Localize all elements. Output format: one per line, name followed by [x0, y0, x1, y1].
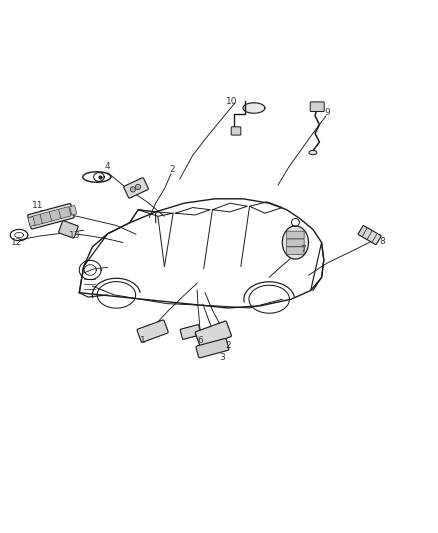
- FancyBboxPatch shape: [124, 177, 148, 198]
- Text: 6: 6: [198, 336, 204, 345]
- Text: 8: 8: [380, 237, 385, 246]
- FancyBboxPatch shape: [28, 204, 74, 229]
- Text: 13: 13: [69, 231, 81, 239]
- Bar: [205, 330, 213, 341]
- Text: 9: 9: [325, 108, 330, 117]
- FancyBboxPatch shape: [196, 338, 229, 358]
- FancyBboxPatch shape: [59, 221, 78, 238]
- FancyBboxPatch shape: [40, 212, 53, 223]
- Text: 2: 2: [170, 165, 175, 174]
- FancyBboxPatch shape: [59, 207, 71, 219]
- Polygon shape: [283, 226, 308, 259]
- Circle shape: [130, 187, 135, 192]
- FancyBboxPatch shape: [137, 320, 168, 342]
- Text: 10: 10: [226, 97, 237, 106]
- FancyBboxPatch shape: [358, 225, 381, 245]
- Bar: [213, 328, 221, 338]
- FancyBboxPatch shape: [287, 247, 304, 255]
- Text: 3: 3: [219, 353, 226, 362]
- Text: 4: 4: [105, 163, 110, 172]
- Text: 2: 2: [225, 342, 230, 351]
- FancyBboxPatch shape: [231, 127, 241, 135]
- Text: 7: 7: [300, 245, 306, 254]
- FancyBboxPatch shape: [49, 209, 62, 221]
- FancyBboxPatch shape: [195, 321, 231, 348]
- Circle shape: [135, 184, 141, 190]
- FancyBboxPatch shape: [310, 102, 324, 111]
- Bar: [146, 327, 155, 337]
- Bar: [70, 205, 77, 215]
- FancyBboxPatch shape: [287, 239, 304, 247]
- FancyBboxPatch shape: [180, 325, 201, 340]
- Text: 1: 1: [140, 336, 145, 345]
- FancyBboxPatch shape: [31, 214, 43, 226]
- Bar: [28, 216, 35, 227]
- Bar: [154, 324, 163, 334]
- Text: 11: 11: [32, 201, 43, 210]
- FancyBboxPatch shape: [287, 231, 304, 239]
- Text: 12: 12: [11, 238, 22, 247]
- Polygon shape: [243, 103, 265, 113]
- Bar: [219, 325, 228, 336]
- Ellipse shape: [309, 150, 317, 155]
